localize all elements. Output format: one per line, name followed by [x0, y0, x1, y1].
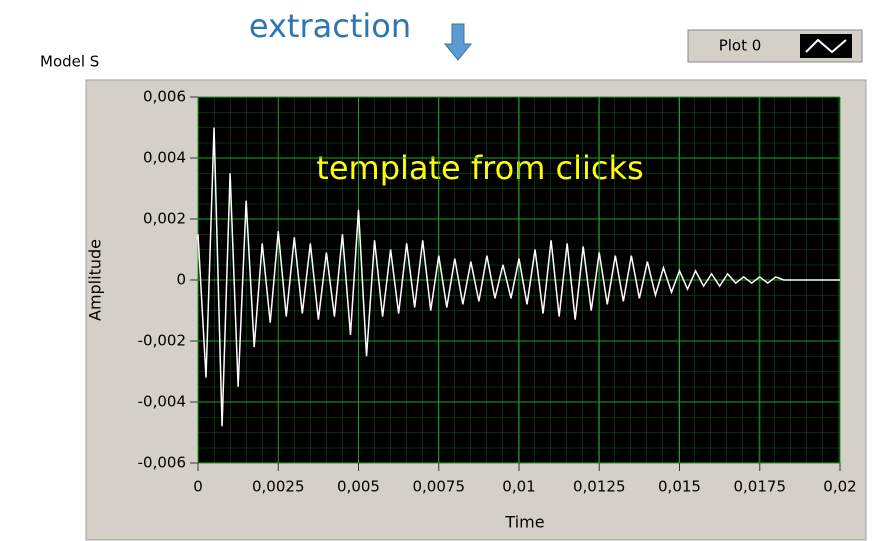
y-tick-label: -0,004: [138, 393, 186, 411]
y-tick-label: 0,006: [143, 88, 186, 106]
down-arrow: [443, 23, 473, 61]
y-tick-label: -0,002: [138, 332, 186, 350]
x-tick-label: 0,0025: [252, 478, 305, 496]
y-tick-label: -0,006: [138, 454, 186, 472]
x-tick-label: 0,0125: [573, 478, 626, 496]
x-tick-label: 0,0075: [413, 478, 466, 496]
y-tick-label: 0: [176, 271, 186, 289]
x-tick-label: 0,005: [337, 478, 380, 496]
y-tick-label: 0,004: [143, 149, 186, 167]
x-axis-label: Time: [504, 513, 544, 532]
y-axis-label: Amplitude: [86, 239, 105, 321]
y-tick-label: 0,002: [143, 210, 186, 228]
header-annotation: extraction: [249, 7, 411, 45]
x-tick-label: 0,01: [502, 478, 535, 496]
x-tick-label: 0,015: [658, 478, 701, 496]
legend-line: [805, 38, 847, 54]
legend-label: Plot 0: [719, 37, 762, 55]
x-tick-label: 0: [193, 478, 203, 496]
annotation: template from clicks: [316, 149, 643, 187]
panel-label: Model S: [40, 53, 99, 71]
x-tick-label: 0,0175: [734, 478, 787, 496]
waveform: [197, 127, 840, 427]
x-tick-label: 0,02: [823, 478, 856, 496]
